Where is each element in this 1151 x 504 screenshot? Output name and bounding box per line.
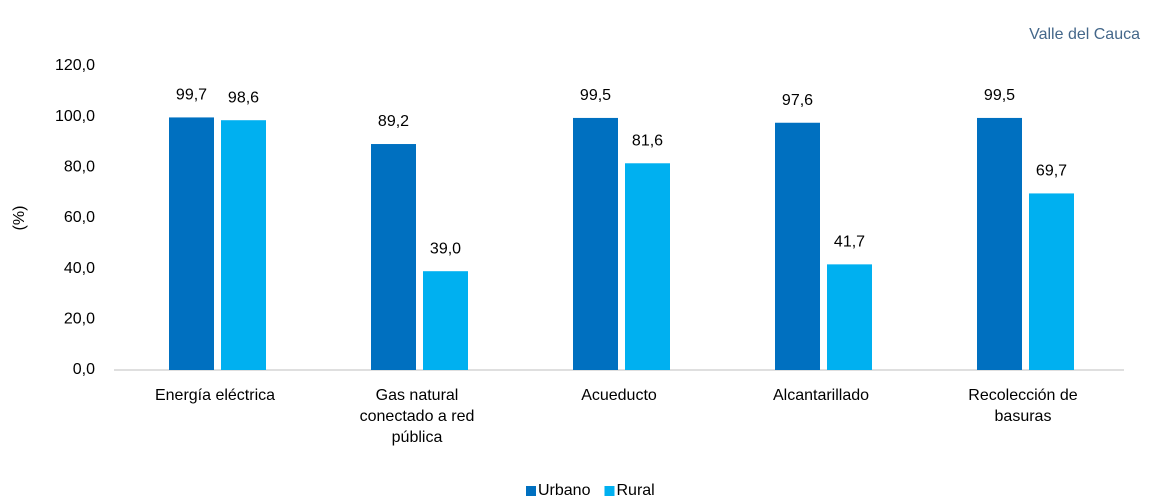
value-label: 99,5 [580,87,611,104]
bar [169,117,214,370]
value-label: 99,7 [176,87,207,104]
value-label: 41,7 [834,234,865,251]
bar [221,120,266,370]
y-tick-label: 80,0 [64,159,95,176]
y-tick-label: 100,0 [55,108,95,125]
bar [573,117,618,370]
legend-swatch [604,486,615,496]
legend-label: Urbano [538,482,591,499]
value-label: 97,6 [782,92,813,109]
value-label: 99,5 [984,87,1015,104]
x-tick-label: Recolección de basuras [968,387,1078,425]
legend-swatch [526,486,536,496]
y-tick-label: 120,0 [55,57,95,74]
value-label: 69,7 [1036,163,1067,180]
value-label: 39,0 [430,240,461,257]
value-label: 81,6 [632,132,663,149]
x-tick-label: Alcantarillado [772,387,870,404]
bar [1029,193,1074,370]
value-label: 98,6 [228,89,259,106]
y-tick-label: 40,0 [64,260,95,277]
subtitle: Valle del Cauca [1029,26,1140,43]
bar [423,271,468,370]
y-tick-label: 60,0 [64,209,95,226]
bar [977,117,1022,370]
bar [625,163,670,370]
x-tick-label: Gas natural conectado a red pública [359,387,475,446]
bar [775,122,820,370]
y-tick-label: 0,0 [73,361,95,378]
y-tick-label: 20,0 [64,311,95,328]
bar [371,144,416,370]
x-tick-label: Energía eléctrica [154,387,276,404]
legend-label: Rural [616,482,654,499]
value-label: 89,2 [378,113,409,130]
bar [827,264,872,370]
x-tick-label: Acueducto [581,387,657,404]
y-axis-label: (%) [11,206,28,231]
